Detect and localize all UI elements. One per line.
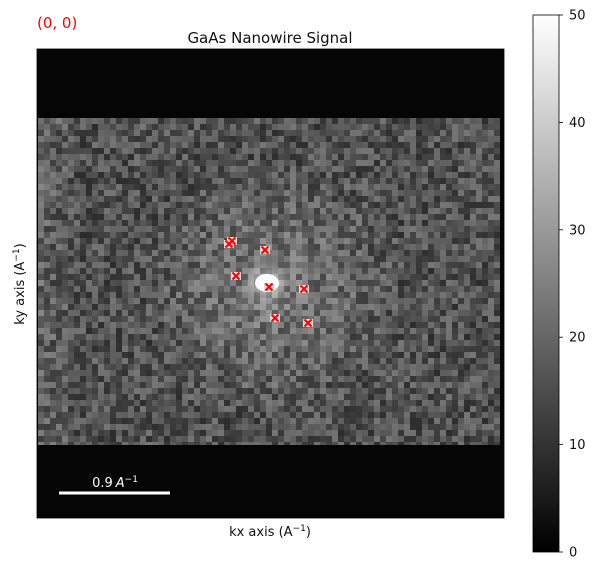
- colorbar-tick-label: 50: [569, 9, 586, 24]
- y-axis-label-exponent: −1: [12, 248, 22, 261]
- y-axis-label: ky axis (A−1): [12, 243, 28, 324]
- scale-bar-unit: A: [115, 476, 125, 491]
- x-axis-label-text: kx axis (A: [229, 525, 293, 540]
- colorbar-gradient: [532, 14, 560, 553]
- scale-bar: 0.9 A−1: [59, 475, 170, 495]
- colorbar-ticks: 0 10 20 30 40 50: [559, 9, 586, 561]
- chart-title: GaAs Nanowire Signal: [187, 29, 352, 47]
- peak-marker: [264, 282, 274, 292]
- colorbar-tick-label: 10: [569, 438, 586, 453]
- scale-bar-label: 0.9 A−1: [92, 475, 138, 491]
- peak-marker: [231, 271, 241, 281]
- x-axis-label-close: ): [306, 525, 311, 540]
- scale-bar-value: 0.9: [92, 476, 113, 491]
- peak-marker: [270, 313, 280, 323]
- peak-marker: [224, 239, 234, 249]
- colorbar: 0 10 20 30 40 50: [532, 9, 586, 561]
- signal-image: [38, 118, 500, 445]
- peak-marker: [299, 284, 309, 294]
- peak-marker: [303, 318, 313, 328]
- colorbar-tick-label: 0: [569, 546, 577, 561]
- plot-area: 0.9 A−1: [36, 48, 505, 519]
- colorbar-tick-label: 20: [569, 331, 586, 346]
- peak-markers: [224, 236, 313, 328]
- x-axis-label: kx axis (A−1): [229, 524, 311, 540]
- colorbar-tick-label: 30: [569, 223, 586, 238]
- y-axis-label-close: ): [13, 243, 28, 248]
- scale-bar-exponent: −1: [125, 475, 138, 485]
- colorbar-tick-label: 40: [569, 116, 586, 131]
- y-axis-label-text: ky axis (A: [13, 262, 28, 325]
- x-axis-label-exponent: −1: [293, 524, 306, 534]
- peak-marker: [260, 245, 270, 255]
- coordinate-readout: (0, 0): [37, 14, 77, 32]
- plot-frame: [36, 48, 505, 519]
